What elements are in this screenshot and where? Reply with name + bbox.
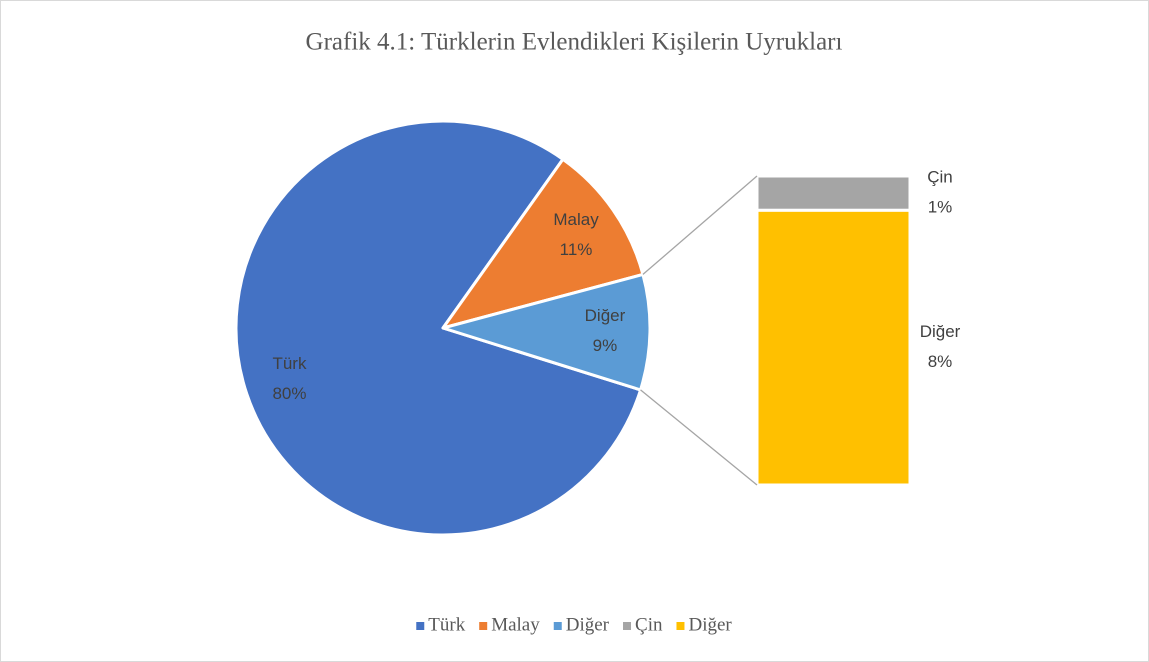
bar-label: Çin (927, 168, 953, 187)
breakdown-bar (755, 208, 912, 487)
pie-slice (441, 272, 652, 392)
connector-line (640, 389, 758, 486)
legend-swatch (416, 622, 425, 630)
legend-swatch (623, 622, 632, 630)
legend-label: Malay (491, 614, 540, 635)
breakdown-bar (755, 174, 912, 212)
slice-value-label: 9% (593, 336, 618, 355)
legend-label: Çin (635, 614, 663, 635)
legend-swatch (676, 622, 685, 630)
connector-line (642, 175, 758, 275)
pie-slice (234, 119, 643, 537)
legend-label: Diğer (688, 614, 732, 635)
legend-swatch (553, 622, 562, 630)
slice-label: Türk (272, 354, 307, 373)
chart-title: Grafik 4.1: Türklerin Evlendikleri Kişil… (306, 29, 843, 56)
legend-label: Diğer (566, 614, 610, 635)
bar-label: Diğer (920, 322, 961, 341)
slice-value-label: 80% (272, 384, 306, 403)
bar-value-label: 8% (928, 352, 953, 371)
pie-slice (441, 157, 645, 330)
bar-value-label: 1% (928, 198, 953, 217)
legend-label: Türk (428, 614, 465, 635)
slice-value-label: 11% (560, 240, 593, 259)
slice-label: Diğer (585, 306, 626, 325)
legend-swatch (479, 622, 488, 630)
slice-label: Malay (553, 210, 599, 229)
